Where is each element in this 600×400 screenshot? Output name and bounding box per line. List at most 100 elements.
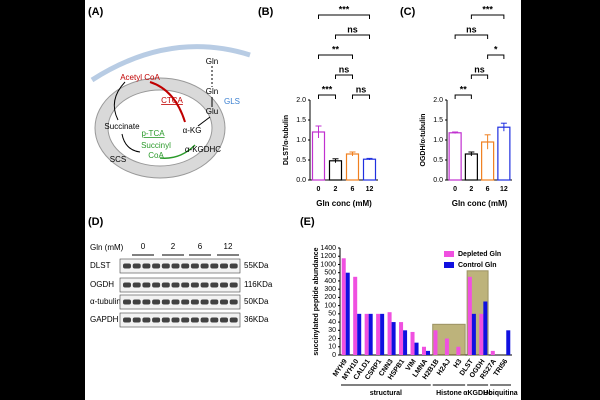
band — [161, 282, 170, 288]
band — [132, 263, 141, 269]
bar — [426, 350, 431, 355]
y-axis-label: succinylated peptide abundance — [313, 247, 320, 355]
bar — [421, 346, 426, 355]
blot-row-label: DLST — [90, 261, 111, 270]
band — [220, 263, 228, 269]
band — [152, 282, 161, 288]
diagram-label: CTCA — [161, 96, 183, 105]
group-label: structural — [370, 390, 402, 397]
ctca-arrow — [149, 81, 186, 123]
diagram-label: CoA — [148, 151, 164, 160]
significance-label: ns — [466, 24, 477, 34]
diagram-label: α-KG — [183, 126, 202, 135]
band — [123, 282, 131, 288]
y-tick-label: 40 — [328, 319, 336, 326]
significance-bracket — [318, 94, 336, 99]
x-tick-label: 12 — [500, 186, 508, 193]
y-axis-label: DLST/α-tubulin — [283, 115, 290, 165]
blot-size: 55KDa — [244, 261, 269, 270]
band — [181, 317, 190, 323]
diagram-label: GLS — [224, 97, 240, 106]
arrow — [113, 81, 126, 121]
y-tick-label: 1000 — [320, 261, 336, 268]
y-tick-label: 20 — [328, 335, 336, 342]
band — [171, 317, 180, 323]
group-label: αKGDHc — [463, 390, 492, 397]
lane-label: 6 — [198, 242, 203, 251]
significance-label: ** — [460, 84, 468, 94]
band — [123, 299, 131, 305]
band — [190, 317, 199, 323]
panel-label: (D) — [88, 216, 104, 228]
significance-bracket — [487, 54, 505, 59]
panel-a-drawing — [90, 44, 251, 179]
band — [132, 299, 141, 305]
y-tick-label: 0.0 — [433, 177, 443, 184]
legend-swatch — [444, 251, 454, 257]
y-tick-label: 100 — [324, 302, 336, 309]
x-tick-label: 6 — [486, 186, 490, 193]
significance-label: * — [494, 44, 498, 54]
panel-label: (B) — [258, 6, 274, 18]
blot-size: 116KDa — [244, 280, 273, 289]
significance-bracket — [352, 94, 370, 99]
band — [181, 299, 190, 305]
band — [123, 263, 131, 269]
diagram-label: p-TCA — [141, 129, 165, 138]
blot-strip — [119, 277, 241, 293]
bar — [497, 126, 511, 181]
band — [210, 317, 219, 323]
band — [132, 317, 141, 323]
blot-row-label: α-tubulin — [90, 297, 121, 306]
bar — [464, 153, 478, 181]
band — [190, 299, 199, 305]
band — [123, 317, 131, 323]
bar — [479, 313, 484, 355]
y-tick-label: 400 — [324, 278, 336, 285]
bar — [368, 313, 373, 355]
diagram-label: SCS — [110, 155, 126, 164]
band — [152, 317, 161, 323]
bar — [444, 338, 449, 355]
band — [181, 282, 190, 288]
arrow — [121, 133, 141, 153]
y-tick-label: 0.5 — [433, 157, 443, 164]
x-tick-label: 6 — [351, 186, 355, 193]
diagram-label: Gln — [206, 57, 218, 66]
y-tick-label: 1200 — [320, 253, 336, 260]
band — [190, 263, 199, 269]
y-tick-label: 0.0 — [296, 177, 306, 184]
significance-bracket — [318, 54, 353, 59]
diagram-label: Succinate — [104, 122, 140, 131]
legend-label: Control Gln — [458, 262, 497, 269]
band — [132, 282, 141, 288]
bar — [391, 322, 396, 355]
diagram-label: Glu — [206, 107, 218, 116]
blot-row-label: GAPDH — [90, 315, 119, 324]
y-tick-label: 500 — [324, 270, 336, 277]
group-label: Ubiquitina — [483, 390, 517, 397]
y-tick-label: 200 — [324, 294, 336, 301]
band — [161, 317, 170, 323]
bar — [345, 153, 360, 181]
band — [161, 263, 170, 269]
x-tick-label: 12 — [366, 186, 374, 193]
y-tick-label: 0 — [332, 352, 336, 359]
ptca-arrow — [159, 144, 196, 159]
bar — [357, 313, 362, 355]
bar — [353, 276, 358, 355]
band — [142, 282, 151, 288]
band — [200, 282, 209, 288]
lane-label: 12 — [224, 242, 233, 251]
band — [171, 282, 180, 288]
band — [200, 299, 209, 305]
band — [220, 282, 228, 288]
significance-bracket — [318, 14, 370, 19]
x-tick-label: 0 — [317, 186, 321, 193]
bar — [362, 158, 377, 181]
x-axis-label: Gln conc (mM) — [316, 199, 372, 208]
band — [142, 299, 151, 305]
band — [229, 282, 238, 288]
blot-row-label: OGDH — [90, 280, 114, 289]
bar — [433, 330, 438, 355]
